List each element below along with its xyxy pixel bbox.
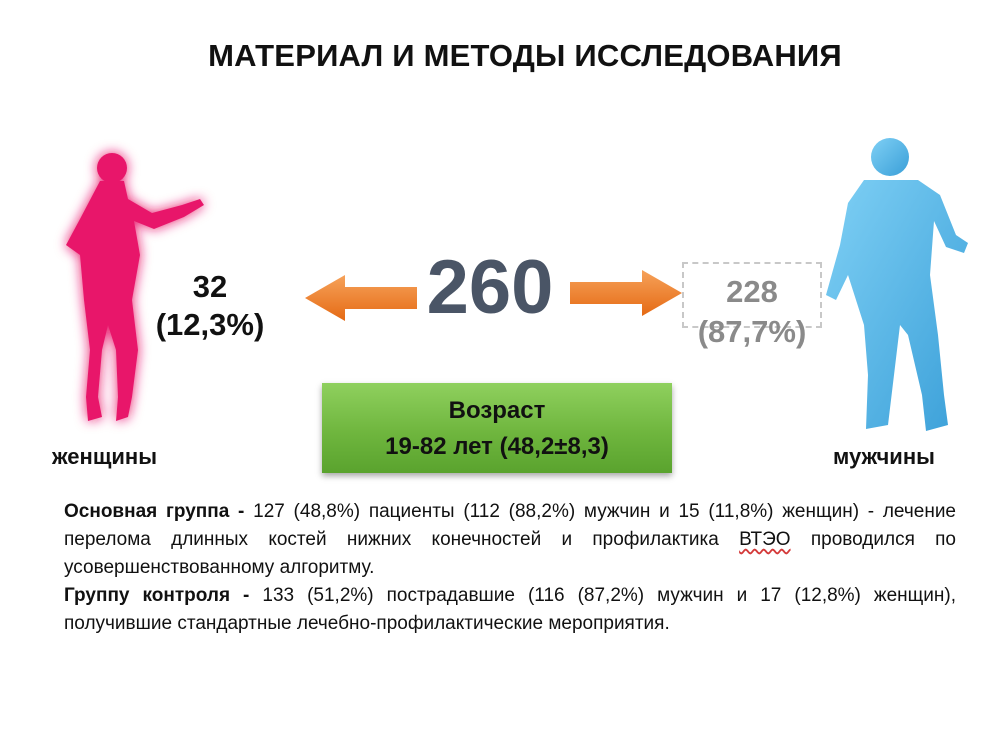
page-title: МАТЕРИАЛ И МЕТОДЫ ИССЛЕДОВАНИЯ (208, 38, 842, 73)
arrow-left-icon (305, 275, 417, 321)
age-title: Возраст (448, 397, 546, 424)
age-box: Возраст 19-82 лет (48,2±8,3) (322, 383, 672, 473)
women-label: женщины (52, 444, 157, 469)
woman-silhouette-icon (66, 153, 204, 421)
main-group-text-2: проводился по усовершенствованному алгор… (64, 529, 956, 578)
age-range: 19-82 лет (48,2±8,3) (385, 433, 609, 460)
control-group-paragraph: Группу контроля - 133 (51,2%) пострадавш… (64, 582, 956, 638)
men-count-number: 228 (726, 274, 778, 309)
women-count-percent: (12,3%) (155, 307, 265, 342)
men-count-frame (682, 262, 822, 328)
control-group-text: 133 (51,2%) пострадавшие (116 (87,2%) му… (64, 585, 957, 634)
arrow-right-icon (570, 270, 682, 316)
women-count: 32 (12,3%) (140, 268, 280, 344)
main-group-abbreviation: ВТЭО (739, 529, 791, 550)
description-block: Основная группа - 127 (48,8%) пациенты (… (64, 498, 956, 638)
men-count-percent: (87,7%) (697, 314, 807, 349)
control-group-label: Группу контроля - (64, 585, 250, 606)
main-group-label: Основная группа - (64, 501, 245, 522)
total-count: 260 (426, 245, 554, 330)
men-count: 228 (87,7%) (682, 272, 822, 352)
man-silhouette-icon (826, 138, 968, 431)
main-group-paragraph: Основная группа - 127 (48,8%) пациенты (… (64, 498, 956, 582)
women-count-number: 32 (192, 269, 228, 304)
main-group-text-1: 127 (48,8%) пациенты (112 (88,2%) мужчин… (64, 501, 956, 550)
men-label: мужчины (833, 444, 935, 469)
